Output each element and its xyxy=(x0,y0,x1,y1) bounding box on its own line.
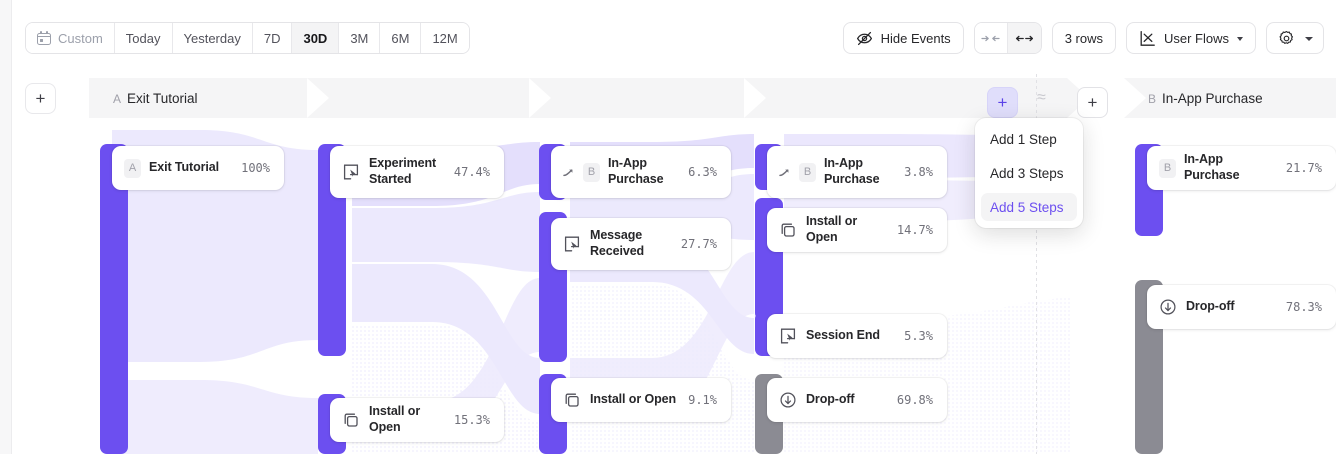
node-badge-a: A xyxy=(124,158,141,178)
spacing-toggle-group[interactable] xyxy=(973,22,1042,54)
view-mode-label: User Flows xyxy=(1163,30,1229,46)
date-range-7d[interactable]: 7D xyxy=(252,23,293,53)
step-header: + A Exit Tutorial B In-App Purchase xyxy=(12,74,1336,122)
calendar-icon xyxy=(37,31,51,45)
rows-count-label: 3 rows xyxy=(1064,30,1103,46)
add-steps-menu: Add 1 Step Add 3 Steps Add 5 Steps xyxy=(975,118,1083,228)
view-mode-dropdown[interactable]: User Flows xyxy=(1125,22,1256,54)
chevron-down-icon xyxy=(1305,36,1313,41)
windows-icon xyxy=(779,221,797,239)
node-label: In-App Purchase xyxy=(1184,152,1240,182)
node-in-app-purchase-c4[interactable]: B In-App Purchase 21.7% xyxy=(1147,146,1336,190)
windows-icon xyxy=(342,411,360,429)
node-install-or-open-c1[interactable]: Install or Open 15.3% xyxy=(330,398,504,442)
trend-arrow-icon xyxy=(563,168,576,177)
node-session-end[interactable]: Session End 5.3% xyxy=(767,314,947,358)
node-bar-exit-tutorial[interactable] xyxy=(100,144,128,454)
node-label: Drop-off xyxy=(1186,299,1235,314)
node-label: In-App Purchase xyxy=(824,156,880,186)
node-value: 5.3% xyxy=(904,329,933,343)
toolbar-right-cluster: Hide Events 3 rows xyxy=(842,22,1324,54)
drop-off-icon xyxy=(779,391,797,409)
expand-spacing-button[interactable] xyxy=(1007,23,1041,53)
date-range-6m[interactable]: 6M xyxy=(380,23,422,53)
menu-item-add-3-steps[interactable]: Add 3 Steps xyxy=(990,165,1064,181)
node-value: 47.4% xyxy=(453,165,490,179)
node-message-received[interactable]: Message Received 27.7% xyxy=(551,218,731,270)
step-group-divider xyxy=(1036,74,1037,454)
node-value: 69.8% xyxy=(896,393,933,407)
date-range-yesterday[interactable]: Yesterday xyxy=(172,23,253,53)
page-gutter xyxy=(0,0,12,454)
date-range-3m[interactable]: 3M xyxy=(339,23,381,53)
squiggle-icon: ≈ xyxy=(1037,89,1046,106)
step-band-track: A Exit Tutorial B In-App Purchase + ≈ + xyxy=(89,78,1336,118)
rows-count-button[interactable]: 3 rows xyxy=(1051,22,1116,54)
node-value: 100% xyxy=(241,161,270,175)
node-value: 27.7% xyxy=(680,237,717,251)
node-value: 14.7% xyxy=(896,223,933,237)
node-badge-b: B xyxy=(1159,158,1176,178)
node-value: 3.8% xyxy=(904,165,933,179)
trend-arrow-icon xyxy=(779,168,792,177)
node-drop-off-c3[interactable]: Drop-off 69.8% xyxy=(767,378,947,422)
node-label: In-App Purchase xyxy=(608,156,664,186)
hide-events-button[interactable]: Hide Events xyxy=(842,22,964,54)
date-range-today[interactable]: Today xyxy=(114,23,173,53)
node-value: 9.1% xyxy=(688,393,717,407)
date-range-12m[interactable]: 12M xyxy=(421,23,469,53)
gear-icon xyxy=(1278,30,1295,47)
node-value: 21.7% xyxy=(1285,161,1322,175)
step-band-b-label: B In-App Purchase xyxy=(1148,90,1263,106)
hide-events-label: Hide Events xyxy=(880,30,951,46)
node-experiment-started[interactable]: Experiment Started 47.4% xyxy=(330,146,504,198)
flow-chart-icon xyxy=(1139,30,1156,47)
menu-item-add-5-steps[interactable]: Add 5 Steps xyxy=(981,193,1077,221)
node-drop-off-c4[interactable]: Drop-off 78.3% xyxy=(1147,285,1336,329)
windows-icon xyxy=(563,391,581,409)
node-label: Message Received xyxy=(590,228,645,258)
add-step-after-button[interactable]: + xyxy=(1077,87,1108,118)
settings-dropdown-button[interactable] xyxy=(1266,22,1324,54)
drop-off-icon xyxy=(1159,298,1177,316)
node-label: Experiment Started xyxy=(369,156,437,186)
node-install-or-open-c2[interactable]: Install or Open 9.1% xyxy=(551,378,731,422)
date-range-custom-label: Custom xyxy=(58,30,103,46)
node-in-app-purchase-c2[interactable]: B In-App Purchase 6.3% xyxy=(551,146,731,198)
collapse-spacing-button[interactable] xyxy=(974,23,1008,53)
node-label: Install or Open xyxy=(590,392,677,407)
cursor-click-icon xyxy=(342,163,360,181)
step-band-a: A Exit Tutorial xyxy=(89,78,1067,118)
node-value: 6.3% xyxy=(688,165,717,179)
cursor-click-icon xyxy=(779,327,797,345)
toolbar: Custom Today Yesterday 7D 30D 3M 6M 12M … xyxy=(12,0,1336,74)
node-label: Drop-off xyxy=(806,392,855,407)
date-range-segmented-control[interactable]: Custom Today Yesterday 7D 30D 3M 6M 12M xyxy=(25,22,470,54)
node-badge-b: B xyxy=(799,162,816,182)
add-step-before-button[interactable]: + xyxy=(25,83,56,114)
eye-off-icon xyxy=(856,30,873,47)
node-exit-tutorial[interactable]: A Exit Tutorial 100% xyxy=(112,146,284,190)
node-label: Install or Open xyxy=(369,404,421,434)
arrows-outward-icon xyxy=(1015,35,1033,41)
node-label: Session End xyxy=(806,328,880,343)
chevron-down-icon xyxy=(1237,36,1243,41)
menu-item-add-1-step[interactable]: Add 1 Step xyxy=(990,131,1057,147)
node-badge-b: B xyxy=(583,162,600,182)
add-steps-menu-button[interactable]: + xyxy=(987,87,1018,118)
node-in-app-purchase-c3[interactable]: B In-App Purchase 3.8% xyxy=(767,146,947,198)
node-install-or-open-c3[interactable]: Install or Open 14.7% xyxy=(767,208,947,252)
node-value: 78.3% xyxy=(1285,300,1322,314)
step-band-a-label: A Exit Tutorial xyxy=(113,90,198,106)
arrows-inward-icon xyxy=(981,35,1000,41)
sankey-canvas: A Exit Tutorial 100% Experiment Started … xyxy=(12,122,1336,454)
date-range-30d[interactable]: 30D xyxy=(292,23,340,53)
node-value: 15.3% xyxy=(453,413,490,427)
cursor-click-icon xyxy=(563,235,581,253)
node-label: Install or Open xyxy=(806,214,858,244)
node-label: Exit Tutorial xyxy=(149,160,220,175)
date-range-custom[interactable]: Custom xyxy=(26,23,115,53)
step-band-b: B In-App Purchase xyxy=(1124,78,1336,118)
